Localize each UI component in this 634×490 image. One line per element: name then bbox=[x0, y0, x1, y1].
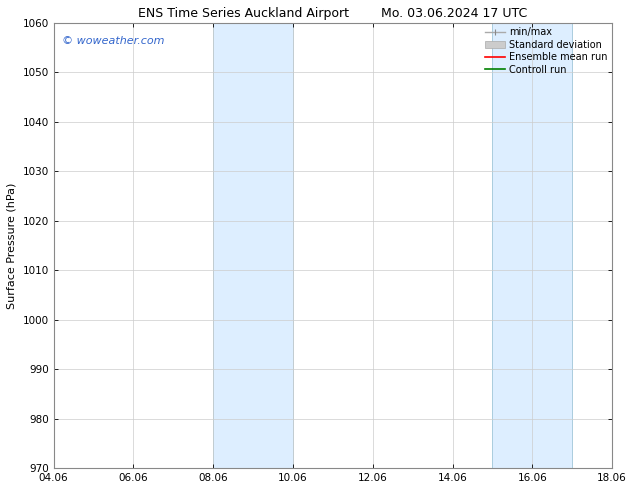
Text: © woweather.com: © woweather.com bbox=[62, 36, 164, 46]
Title: ENS Time Series Auckland Airport        Mo. 03.06.2024 17 UTC: ENS Time Series Auckland Airport Mo. 03.… bbox=[138, 7, 527, 20]
Legend: min/max, Standard deviation, Ensemble mean run, Controll run: min/max, Standard deviation, Ensemble me… bbox=[484, 25, 609, 76]
Bar bbox=[493, 23, 573, 468]
Y-axis label: Surface Pressure (hPa): Surface Pressure (hPa) bbox=[7, 182, 17, 309]
Bar bbox=[213, 23, 293, 468]
